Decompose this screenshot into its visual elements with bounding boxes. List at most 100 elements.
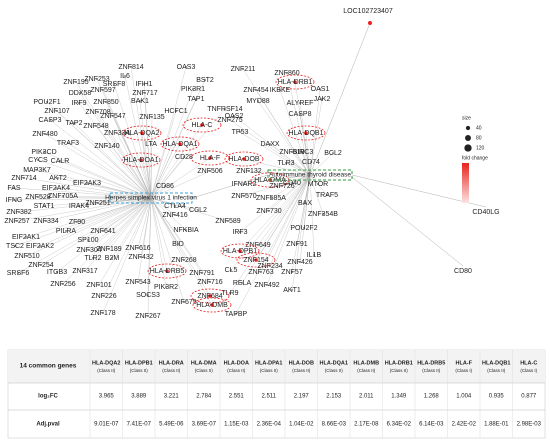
pval-cell: 8.66E-03 [322,422,347,428]
edge [248,170,311,176]
highlight-ring [275,74,315,90]
node [67,142,69,144]
node [303,227,305,229]
node-label: ZNF714 [11,175,36,182]
pval-cell: 9.01E-07 [94,422,119,428]
node-label: OAS2 [225,113,244,120]
node [88,249,90,251]
gene-header: HLA-DQA2 [92,360,120,366]
node-label: AKT1 [283,287,301,294]
node-label: ZNF382 [6,209,31,216]
node [243,195,245,197]
node-label: OAS3 [177,64,196,71]
log2fc-cell: 2.011 [359,394,374,400]
node-label: HLA-DMB [196,302,228,309]
edge [147,197,152,317]
node-label: ZNF675 [171,299,196,306]
node-label: ZNF506 [197,168,222,175]
node [16,220,18,222]
node-label: BCL2 [324,150,342,157]
node-label: PIK3CD [31,149,56,156]
edge [268,174,311,212]
node-label: PILRA [56,228,77,235]
class-header: (Class II) [292,368,311,373]
edge [243,174,311,197]
node [40,264,42,266]
hub-label: Autoimmune thyroid disease [269,172,351,179]
node [227,220,229,222]
node-label: ZNF195 [63,79,88,86]
node [84,270,86,272]
highlight-ring [190,150,230,166]
node [102,230,104,232]
node [229,292,231,294]
node-label: CD40LG [472,209,499,216]
node [57,177,59,179]
node-label: IKBKE [270,87,291,94]
class-header: (Class II) [487,368,506,373]
hub-box [109,192,193,204]
node-label: TLR9 [221,290,238,297]
edge [309,174,328,196]
node-label: TAP2 [66,120,83,127]
edge [37,159,152,199]
node-label: CD28 [175,154,193,161]
node [281,185,283,187]
node-label: ZNF275 [217,117,242,124]
node-label: CALR [51,158,70,165]
node-label: MYD88 [246,98,269,105]
node-label: POU2F1 [33,99,60,106]
node-label: ZNF649 [245,242,270,249]
node [201,272,203,274]
edge [269,174,311,181]
edge [124,75,152,199]
node [310,161,312,163]
node-label: ZNF589 [215,218,240,225]
node-label: ZNF132 [236,168,261,175]
edge [150,197,203,274]
node [137,281,139,283]
node-label: JAK2 [314,96,331,103]
gene-header: HLA-C [520,360,537,366]
class-header: (Class II) [195,368,214,373]
node-label: ZNF354B [308,211,338,218]
node [185,229,187,231]
node [46,101,48,103]
node [204,79,206,81]
pval-cell: 1.15E-03 [224,422,249,428]
node-label: ZNF251 [85,200,110,207]
node-label: ZNF267 [135,313,160,320]
edge [241,174,311,284]
node-label: ZNF717 [132,90,157,97]
edge [150,108,226,199]
edge [150,197,168,272]
log2fc-cell: 2.511 [261,394,276,400]
highlight-ring [224,151,264,167]
node-label: HLA-DOA1 [123,157,158,164]
node [17,272,19,274]
edge [26,197,152,257]
node-label: B2M [105,255,120,262]
edge [45,197,152,222]
node [239,131,241,133]
node [238,249,242,253]
edge [291,151,311,176]
node-label: MTOR [308,181,328,188]
edge [269,174,311,267]
node [210,303,214,307]
table: 14 common genes log₂FC Adj.pval HLA-DQA2… [7,349,546,439]
nodes: ZNF814 OAS3 ZNF211ZNF860IL6ZNF195ZNF253SRS… [4,64,342,320]
node-label: EIF2AK1 [12,234,40,241]
highlight-ring [192,297,232,313]
log2fc-cell: 3.221 [164,394,180,400]
edge [102,89,152,199]
edge [84,197,152,272]
log2fc-cell: 2.551 [229,394,245,400]
pval-cell: 7.41E-07 [127,422,152,428]
node-label: HLA-C [191,122,212,129]
node-label: CL5 [225,267,238,274]
node-label: CCL2 [189,207,207,214]
node [18,211,20,213]
node-label: ZNF641 [90,228,115,235]
